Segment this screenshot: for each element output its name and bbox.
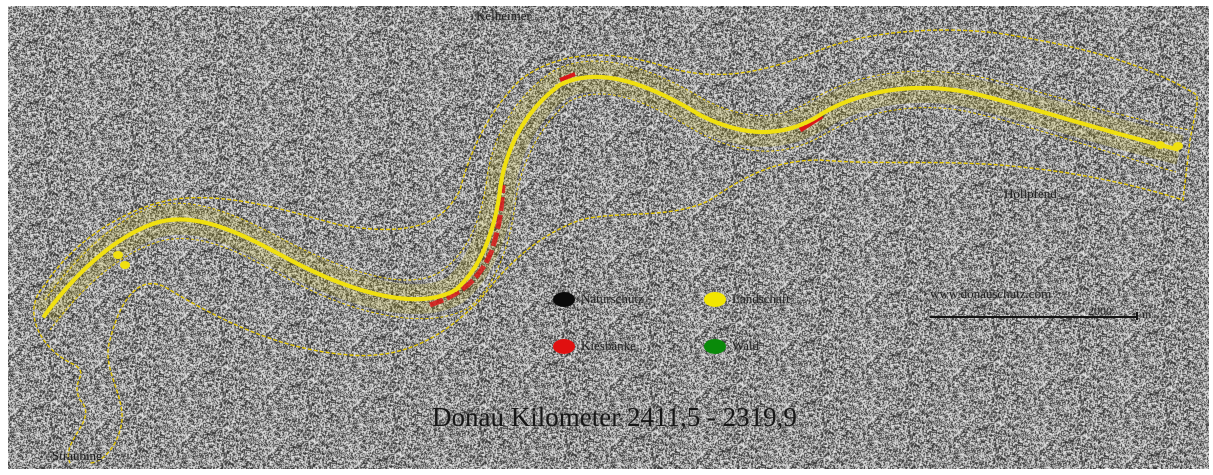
river-kilometer-markers [41, 74, 1183, 319]
map-title: Donau Kilometer 2411,5 - 2319,9 [432, 402, 797, 432]
red-dot-icon [553, 338, 575, 354]
legend-label-nature: Naturschutz [581, 291, 644, 306]
scale-bar-unit: m [1142, 307, 1152, 321]
gravel-bank-segment-3 [559, 72, 576, 82]
river-bank-north [44, 60, 1191, 301]
river-endpoint-marker [113, 251, 123, 259]
scale-bar-cap [1136, 312, 1138, 320]
legend-label-gravel: Kiesbänke [581, 338, 636, 353]
river-endpoint-marker [120, 261, 130, 269]
legend-label-landscape: Landschaft [732, 291, 790, 306]
copyright-text: www.donauschutz.com [930, 286, 1052, 301]
legend-item-nature: Naturschutz [553, 291, 644, 307]
legend-item-gravel: Kiesbänke [553, 338, 636, 354]
place-label-hollpfend: Hollpfend [1004, 186, 1057, 201]
gravel-bank-segment-2 [798, 113, 824, 133]
river-endpoint-marker [1155, 141, 1165, 149]
yellow-dot-icon [704, 291, 726, 307]
legend-label-forest: Wald [732, 338, 760, 353]
gravel-bank-segment-1 [429, 184, 506, 308]
river-bank-south [49, 93, 1177, 331]
river-marker [1164, 144, 1180, 152]
scale-bar-label: 2000 [1088, 304, 1112, 318]
black-dot-icon [553, 291, 575, 307]
river-endpoint-marker [1173, 142, 1183, 150]
map-noise-background [8, 6, 1209, 469]
scale-bar [930, 316, 1136, 318]
place-label-kelheim: Kelheimer [476, 8, 531, 23]
green-dot-icon [704, 338, 726, 354]
floodplain-boundary-outer [33, 29, 1198, 464]
legend-item-forest: Wald [704, 338, 759, 354]
legend-item-landscape: Landschaft [704, 291, 790, 307]
place-label-straubing: Straubing [52, 448, 103, 463]
